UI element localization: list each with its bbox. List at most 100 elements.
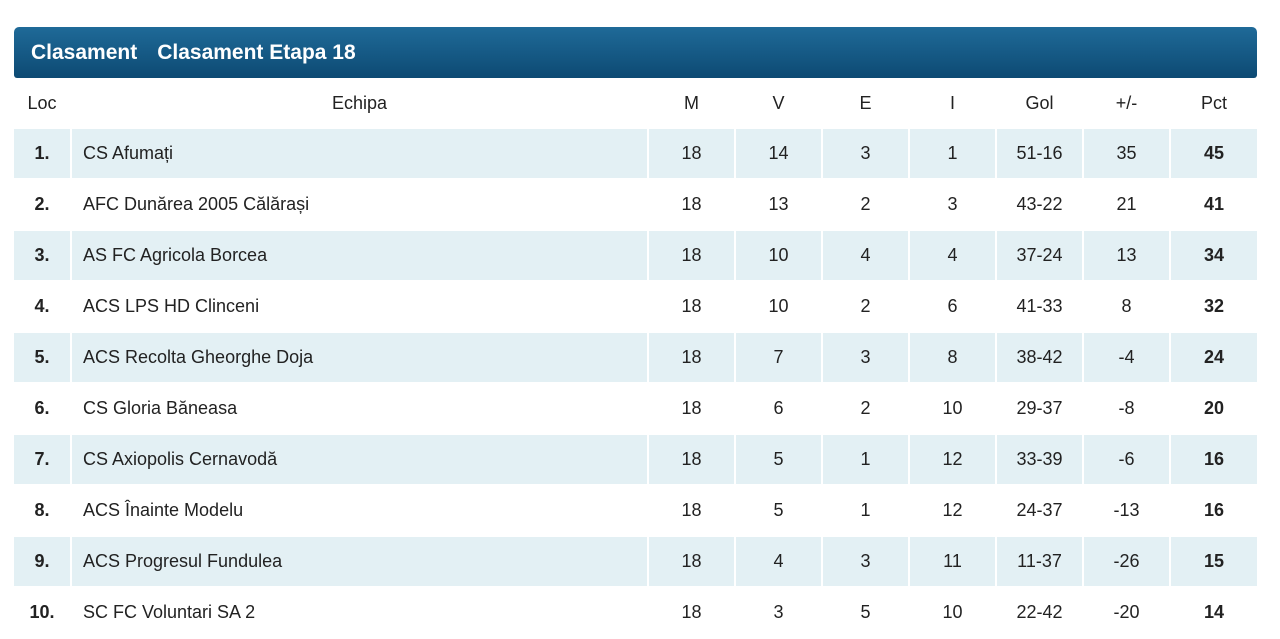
table-cell: 10 bbox=[768, 296, 789, 316]
table-cell: 5. bbox=[14, 333, 70, 382]
table-cell: 2 bbox=[860, 194, 871, 214]
table-cell: 32 bbox=[1203, 296, 1225, 316]
table-cell: 6 bbox=[947, 296, 958, 316]
column-header: M bbox=[684, 93, 699, 113]
table-cell: 21 bbox=[1116, 194, 1137, 214]
table-cell: 24 bbox=[1171, 333, 1257, 382]
table-cell: -8 bbox=[1118, 398, 1135, 418]
column-header: V bbox=[772, 93, 785, 113]
table-cell: 3 bbox=[823, 129, 908, 178]
table-cell: 1 bbox=[910, 129, 995, 178]
table-cell: 10. bbox=[29, 602, 55, 622]
table-row: 9. ACS Progresul Fundulea 18 4 3 11 11-37 -26 15 bbox=[14, 537, 1257, 586]
table-cell: 4 bbox=[736, 537, 821, 586]
table-cell: 45 bbox=[1171, 129, 1257, 178]
table-cell: 1 bbox=[823, 435, 908, 484]
table-cell: 8 bbox=[910, 333, 995, 382]
table-cell: 3 bbox=[823, 333, 908, 382]
table-cell: 18 bbox=[649, 129, 734, 178]
table-cell: CS Axiopolis Cernavodă bbox=[72, 435, 647, 484]
table-cell: 4 bbox=[823, 231, 908, 280]
table-cell: 3 bbox=[823, 537, 908, 586]
table-cell: 4. bbox=[34, 296, 50, 316]
table-cell: 16 bbox=[1171, 435, 1257, 484]
table-cell: AFC Dunărea 2005 Călărași bbox=[83, 194, 310, 214]
table-cell: -4 bbox=[1084, 333, 1169, 382]
table-cell: 7. bbox=[14, 435, 70, 484]
table-cell: 3 bbox=[947, 194, 958, 214]
table-cell: AS FC Agricola Borcea bbox=[72, 231, 647, 280]
table-cell: 18 bbox=[681, 194, 702, 214]
column-header: Echipa bbox=[331, 93, 388, 113]
table-cell: 12 bbox=[942, 500, 963, 520]
table-row: 7. CS Axiopolis Cernavodă 18 5 1 12 33-39 -6 16 bbox=[14, 435, 1257, 484]
table-cell: 18 bbox=[681, 602, 702, 622]
tab[interactable]: Clasament bbox=[31, 40, 138, 64]
table-cell: 24-37 bbox=[1016, 500, 1063, 520]
table-cell: 10 bbox=[736, 231, 821, 280]
table-cell: 18 bbox=[649, 231, 734, 280]
table-cell: 12 bbox=[910, 435, 995, 484]
table-cell: 20 bbox=[1203, 398, 1225, 418]
table-cell: 18 bbox=[681, 398, 702, 418]
table-cell: 8. bbox=[34, 500, 50, 520]
table-cell: 11 bbox=[910, 537, 995, 586]
column-header: I bbox=[949, 93, 955, 113]
table-cell: 6 bbox=[773, 398, 784, 418]
tab[interactable]: Clasament Etapa 18 bbox=[157, 40, 356, 64]
table-cell: 2 bbox=[860, 296, 871, 316]
table-cell: 18 bbox=[649, 333, 734, 382]
table-cell: 41-33 bbox=[1016, 296, 1063, 316]
table-row: 5. ACS Recolta Gheorghe Doja 18 7 3 8 38-42 -4 2… bbox=[14, 333, 1257, 382]
table-cell: 29-37 bbox=[1016, 398, 1063, 418]
table-row: 6. CS Gloria Băneasa 18 6 2 10 29-37 -8 20 bbox=[14, 384, 1257, 433]
table-cell: ACS Progresul Fundulea bbox=[72, 537, 647, 586]
table-row: 2. AFC Dunărea 2005 Călărași 18 13 2 3 43-22 21… bbox=[14, 180, 1257, 229]
table-cell: 51-16 bbox=[997, 129, 1082, 178]
column-header: +/- bbox=[1115, 93, 1138, 113]
table-cell: -26 bbox=[1084, 537, 1169, 586]
table-cell: 3. bbox=[14, 231, 70, 280]
table-cell: 41 bbox=[1203, 194, 1225, 214]
table-cell: 4 bbox=[910, 231, 995, 280]
table-cell: 1 bbox=[860, 500, 871, 520]
table-cell: 16 bbox=[1203, 500, 1225, 520]
table-cell: 2. bbox=[34, 194, 50, 214]
table-cell: 33-39 bbox=[997, 435, 1082, 484]
table-cell: 18 bbox=[649, 435, 734, 484]
table-row: 4. ACS LPS HD Clinceni 18 10 2 6 41-33 8 32 bbox=[14, 282, 1257, 331]
table-row: 1. CS Afumați 18 14 3 1 51-16 35 45 bbox=[14, 129, 1257, 178]
table-cell: 37-24 bbox=[997, 231, 1082, 280]
table-row: 10. SC FC Voluntari SA 2 18 3 5 10 22-42 -20 14 bbox=[14, 588, 1257, 637]
table-cell: 34 bbox=[1171, 231, 1257, 280]
column-header: Pct bbox=[1200, 93, 1227, 113]
table-cell: 2 bbox=[860, 398, 871, 418]
table-cell: 3 bbox=[773, 602, 784, 622]
table-cell: 10 bbox=[942, 398, 963, 418]
table-cell: ACS Recolta Gheorghe Doja bbox=[72, 333, 647, 382]
table-cell: 13 bbox=[768, 194, 789, 214]
header-bar: Clasament Clasament Etapa 18 bbox=[14, 27, 1257, 78]
table-cell: 9. bbox=[14, 537, 70, 586]
table-cell: 22-42 bbox=[1016, 602, 1063, 622]
table-cell: 1. bbox=[14, 129, 70, 178]
column-header: Loc bbox=[27, 93, 57, 113]
standings: Clasament Clasament Etapa 18 Loc Echipa M V… bbox=[14, 27, 1257, 639]
table-cell: 14 bbox=[1203, 602, 1225, 622]
table-cell: 14 bbox=[736, 129, 821, 178]
column-header: E bbox=[859, 93, 872, 113]
table-cell: -6 bbox=[1084, 435, 1169, 484]
table-cell: 6. bbox=[34, 398, 50, 418]
table-cell: CS Afumați bbox=[72, 129, 647, 178]
table-cell: CS Gloria Băneasa bbox=[83, 398, 238, 418]
table-cell: 8 bbox=[1121, 296, 1132, 316]
table-cell: 18 bbox=[681, 296, 702, 316]
table-cell: 13 bbox=[1084, 231, 1169, 280]
table-cell: ACS Înainte Modelu bbox=[83, 500, 244, 520]
table-cell: -20 bbox=[1113, 602, 1140, 622]
table-cell: 43-22 bbox=[1016, 194, 1063, 214]
table-cell: 11-37 bbox=[997, 537, 1082, 586]
table-cell: 7 bbox=[736, 333, 821, 382]
table-cell: SC FC Voluntari SA 2 bbox=[83, 602, 256, 622]
